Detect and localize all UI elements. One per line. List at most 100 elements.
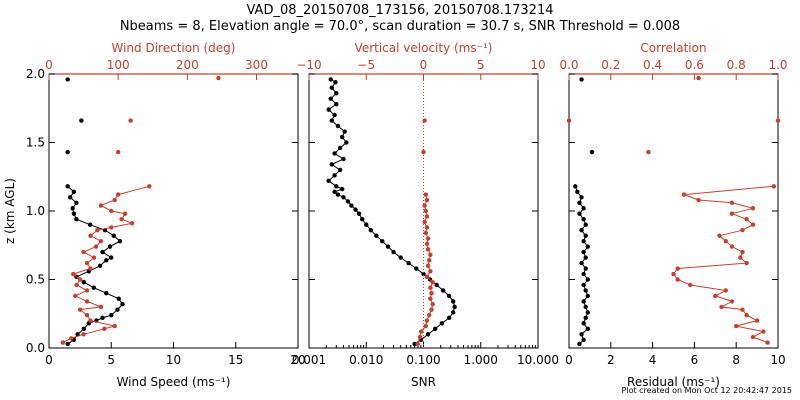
wind-direction-isolated-point — [128, 118, 133, 123]
top-tick-label: 200 — [176, 58, 199, 72]
wind-speed-point — [109, 312, 114, 318]
wind-speed-point — [115, 307, 120, 312]
wind-speed-point — [81, 326, 87, 332]
wind-direction-point — [84, 299, 90, 304]
chart-subtitle: Nbeams = 8, Elevation angle = 70.0°, sca… — [119, 19, 681, 34]
snr-point — [364, 222, 369, 227]
residual-point — [583, 222, 588, 227]
wind-speed-point — [71, 189, 77, 195]
wind-direction-point — [147, 184, 152, 189]
correlation-point — [744, 260, 749, 266]
correlation-isolated-point — [696, 75, 701, 81]
wind-direction-line — [62, 185, 150, 343]
vertical-velocity-point — [429, 307, 434, 312]
bottom-tick-label: 6 — [691, 353, 699, 367]
snr-point — [326, 107, 331, 112]
top-tick-label: 0.4 — [643, 58, 662, 72]
wind-speed-isolated-point — [65, 149, 70, 155]
wind-speed-point — [104, 291, 109, 296]
residual-point — [583, 315, 588, 321]
vertical-velocity-point — [427, 258, 432, 263]
snr-point — [446, 293, 452, 299]
wind-direction-point — [93, 244, 99, 249]
correlation-point — [723, 238, 728, 244]
vertical-velocity-point — [419, 329, 424, 334]
vertical-velocity-point — [425, 263, 431, 268]
correlation-point — [771, 184, 777, 189]
bottom-tick-label: 20 — [290, 353, 305, 367]
vertical-velocity-point — [425, 247, 431, 252]
wind-panel-frame — [48, 73, 299, 349]
snr-point — [329, 162, 334, 167]
snr-point — [439, 321, 445, 326]
residual-point — [581, 238, 586, 244]
snr-point — [329, 85, 334, 90]
wind-speed-point — [67, 195, 73, 200]
residual-point — [577, 341, 582, 347]
snr-point — [334, 90, 339, 96]
correlation-point — [761, 329, 766, 334]
top-tick-label: −10 — [296, 58, 321, 72]
top-tick-label: 0.2 — [601, 58, 620, 72]
residual-point — [581, 249, 586, 255]
snr-point — [353, 207, 358, 212]
wind-direction-isolated-point — [216, 75, 221, 81]
wind-speed-point — [100, 315, 105, 321]
snr-point — [341, 195, 346, 200]
snr-panel-frame — [308, 73, 539, 349]
correlation-point — [729, 200, 735, 205]
wind-direction-point — [98, 203, 104, 208]
vertical-velocity-point — [424, 241, 430, 247]
snr-point — [360, 217, 365, 222]
snr-point — [329, 118, 334, 123]
bottom-tick-label: 15 — [228, 353, 243, 367]
vertical-velocity-point — [423, 192, 428, 197]
correlation-point — [740, 307, 745, 312]
correlation-point — [681, 192, 687, 197]
snr-point — [337, 145, 343, 151]
snr-point — [326, 178, 331, 184]
vertical-velocity-point — [415, 341, 420, 347]
wind-speed-point — [87, 222, 93, 227]
correlation-isolated-point — [775, 118, 781, 123]
residual-point — [585, 293, 591, 299]
snr-point — [332, 173, 337, 178]
y-tick-label: 0.5 — [26, 273, 45, 287]
wind-speed-point — [111, 233, 116, 238]
correlation-point — [675, 266, 680, 271]
snr-point — [332, 112, 337, 118]
wind-speed-isolated-point — [79, 118, 84, 123]
wind-speed-point — [104, 258, 109, 263]
snr-point — [333, 80, 338, 85]
wind-speed-point — [74, 217, 79, 222]
bottom-tick-label: 0.010 — [349, 353, 383, 367]
top-tick-label: 0.6 — [685, 58, 704, 72]
correlation-point — [740, 249, 745, 255]
vertical-velocity-point — [423, 208, 428, 214]
residual-point — [581, 299, 586, 304]
vertical-velocity-point — [425, 236, 431, 241]
residual-point — [583, 288, 588, 293]
vertical-velocity-point — [424, 197, 430, 203]
wind-speed-point — [65, 341, 70, 347]
snr-point — [391, 249, 396, 255]
bottom-tick-label: 0.100 — [406, 353, 440, 367]
wind-direction-point — [77, 277, 83, 282]
wind-direction-point — [109, 225, 114, 230]
residual-point — [585, 277, 591, 282]
residual-point — [581, 337, 586, 342]
chart-title: VAD_08_20150708_173156, 20150708.173214 — [246, 3, 554, 18]
snr-point — [434, 282, 439, 288]
correlation-point — [750, 206, 756, 211]
residual-point — [583, 304, 588, 310]
residual-point — [583, 255, 588, 260]
wind-direction-point — [95, 227, 100, 233]
bottom-tick-label: 10 — [770, 353, 785, 367]
correlation-point — [719, 304, 724, 310]
snr-point — [452, 304, 457, 310]
correlation-point — [723, 288, 728, 293]
wind-direction-isolated-point — [115, 149, 121, 155]
snr-point — [344, 140, 349, 145]
residual-point — [581, 271, 586, 277]
residual-point — [583, 266, 588, 271]
